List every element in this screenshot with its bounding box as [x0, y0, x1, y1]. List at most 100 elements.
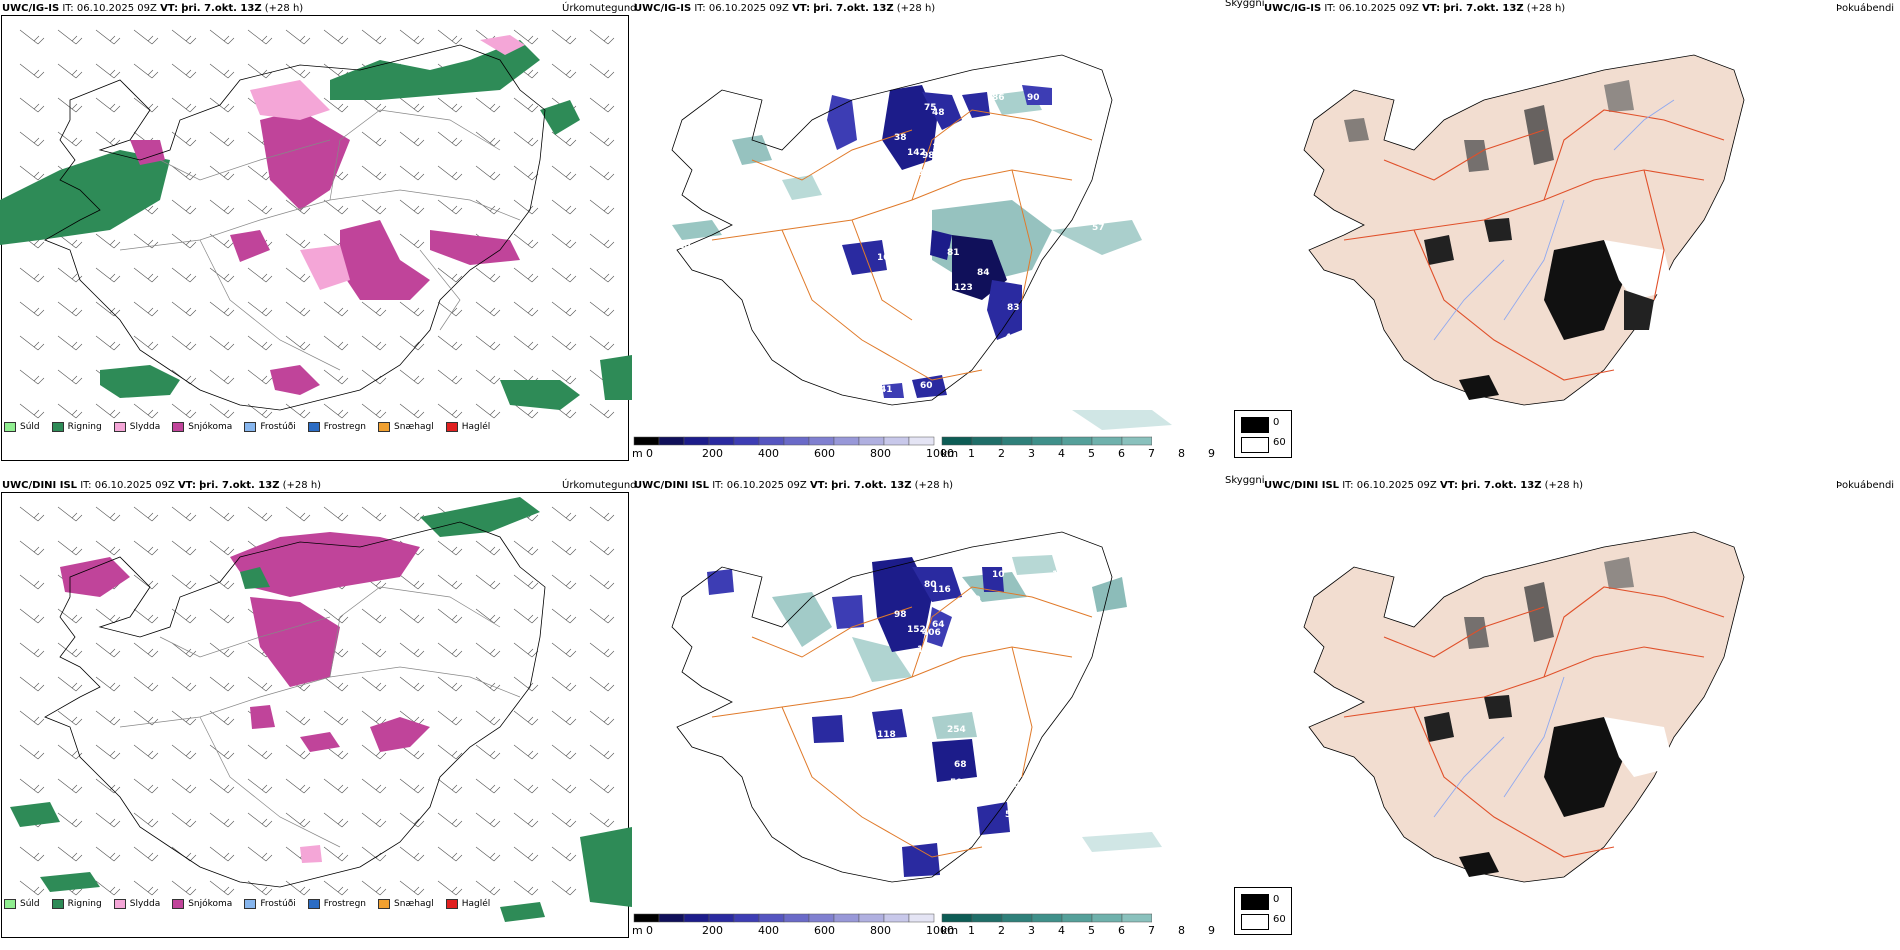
wind-barb: [513, 267, 539, 283]
legend-item: Rigning: [51, 422, 102, 432]
precip-areas: [0, 35, 632, 410]
wind-barb: [19, 574, 45, 590]
wind-barb: [19, 846, 45, 862]
tick-label: 1: [968, 924, 975, 937]
tick-label: 800: [870, 447, 891, 460]
cloud-base-label: 09: [952, 645, 965, 655]
fog-indicator-panel: UWC/DINI ISL IT: 06.10.2025 09Z VT: þri.…: [1234, 477, 1900, 947]
wind-barb: [551, 335, 577, 351]
cloud-base-label: 57: [1092, 223, 1105, 233]
fog-legend-high: 60: [1273, 437, 1286, 448]
panel-title: UWC/DINI ISL IT: 06.10.2025 09Z VT: þri.…: [634, 480, 954, 491]
wind-barb: [513, 812, 539, 828]
legend-swatch: [113, 899, 126, 909]
colorbar-segment: [1121, 436, 1152, 446]
precip-type-panel: UWC/DINI ISL IT: 06.10.2025 09Z VT: þri.…: [0, 477, 637, 947]
wind-barb: [209, 267, 235, 283]
wind-barb: [19, 97, 45, 113]
wind-barb: [285, 880, 311, 896]
colorbar-segment: [908, 436, 935, 446]
wind-barb: [209, 778, 235, 794]
wind-barb: [437, 369, 463, 385]
legend-item: Rigning: [51, 899, 102, 909]
wind-barb: [323, 301, 349, 317]
wind-barb: [19, 676, 45, 692]
wind-barb: [513, 846, 539, 862]
colorbar-segment: [733, 913, 760, 923]
wind-barb: [95, 540, 121, 556]
wind-barb: [133, 97, 159, 113]
cloud-base-label: 109: [877, 253, 896, 263]
wind-barb: [209, 506, 235, 522]
wind-barb: [285, 778, 311, 794]
cloud-base-label: 48: [932, 108, 945, 118]
wind-barb: [247, 301, 273, 317]
wind-barb: [133, 63, 159, 79]
colorbar-segment: [658, 913, 685, 923]
wind-barb: [551, 165, 577, 181]
legend-item: Snæhagl: [378, 422, 434, 432]
wind-barb: [247, 506, 273, 522]
fog-legend-high: 60: [1273, 914, 1286, 925]
wind-barb: [133, 301, 159, 317]
colorbar-segment: [941, 913, 973, 923]
wind-barb: [95, 744, 121, 760]
wind-barb: [95, 676, 121, 692]
iceland-land: [1303, 531, 1745, 883]
colorbar-segment: [708, 913, 735, 923]
wind-barb: [133, 574, 159, 590]
wind-barb: [171, 63, 197, 79]
wind-barb: [513, 608, 539, 624]
wind-barb: [399, 642, 425, 658]
wind-barb: [19, 642, 45, 658]
tick-label: 0: [646, 924, 653, 937]
wind-barb: [57, 642, 83, 658]
visibility-areas: [772, 555, 1162, 852]
wind-barb: [323, 97, 349, 113]
wind-barb: [19, 710, 45, 726]
wind-barb: [133, 880, 159, 896]
wind-barb: [589, 97, 615, 113]
wind-barb: [589, 403, 615, 419]
wind-barb: [551, 63, 577, 79]
wind-barb: [361, 335, 387, 351]
wind-barb: [323, 369, 349, 385]
legend-label: Frostregn: [323, 899, 367, 909]
visibility-colorbar: [941, 436, 1152, 446]
wind-barb: [475, 574, 501, 590]
visibility-colorbar: [941, 913, 1152, 923]
map-frame: [1, 492, 629, 938]
legend-item: Haglél: [445, 899, 490, 909]
fog-legend-low: 0: [1273, 894, 1280, 905]
wind-barb: [95, 131, 121, 147]
wind-barb: [57, 97, 83, 113]
wind-barb: [589, 165, 615, 181]
cloud-base-label: 239: [962, 595, 981, 605]
wind-barb: [589, 574, 615, 590]
colorbar-segment: [808, 436, 835, 446]
tick-label: 2: [998, 924, 1005, 937]
legend-swatch: [51, 422, 64, 432]
wind-barbs: [19, 506, 615, 896]
cloud-base-label: 84: [977, 268, 990, 278]
legend-swatch: [4, 422, 16, 432]
wind-barb: [285, 744, 311, 760]
wind-barb: [133, 778, 159, 794]
wind-barb: [589, 301, 615, 317]
wind-barb: [399, 676, 425, 692]
tick-label: 7: [1148, 447, 1155, 460]
legend-item: Slydda: [113, 422, 160, 432]
wind-barb: [209, 335, 235, 351]
wind-barb: [209, 131, 235, 147]
wind-barb: [133, 642, 159, 658]
product-name: Skyggni: [1225, 475, 1265, 486]
wind-barb: [361, 165, 387, 181]
wind-barb: [95, 778, 121, 794]
wind-barb: [171, 540, 197, 556]
wind-barb: [513, 744, 539, 760]
colorbar-segment: [883, 436, 910, 446]
legend-label: Snjókoma: [188, 899, 233, 909]
legend-label: Snæhagl: [394, 422, 434, 432]
wind-barb: [95, 710, 121, 726]
